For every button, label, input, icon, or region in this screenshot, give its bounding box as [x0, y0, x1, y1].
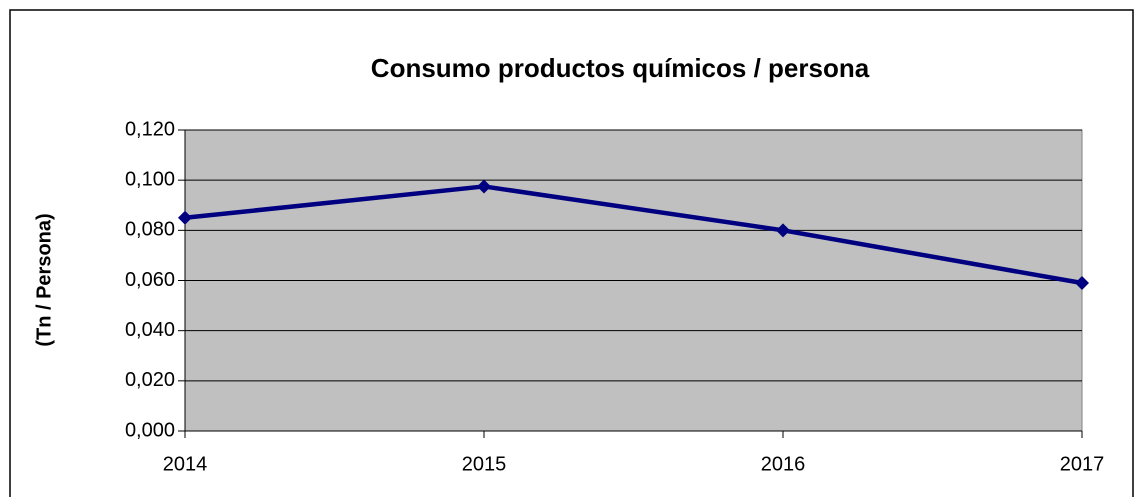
x-tick-label: 2016: [761, 453, 806, 475]
chart-title: Consumo productos químicos / persona: [371, 53, 870, 83]
y-tick-label: 0,100: [125, 168, 175, 190]
y-tick-label: 0,060: [125, 269, 175, 291]
data-point: [1075, 276, 1089, 291]
y-axis-label: (Tn / Persona): [33, 213, 55, 346]
data-point: [178, 210, 192, 225]
y-tick-label: 0,040: [125, 319, 175, 341]
y-tick-label: 0,120: [125, 118, 175, 140]
y-tick-label: 0,020: [125, 369, 175, 391]
x-tick-label: 2014: [163, 453, 208, 475]
data-point: [776, 223, 790, 238]
y-tick-label: 0,080: [125, 219, 175, 241]
x-tick-label: 2015: [462, 453, 507, 475]
series-line: [184, 184, 1083, 286]
data-point: [477, 179, 491, 194]
x-tick-label: 2017: [1060, 453, 1105, 475]
y-tick-label: 0,000: [125, 419, 175, 441]
